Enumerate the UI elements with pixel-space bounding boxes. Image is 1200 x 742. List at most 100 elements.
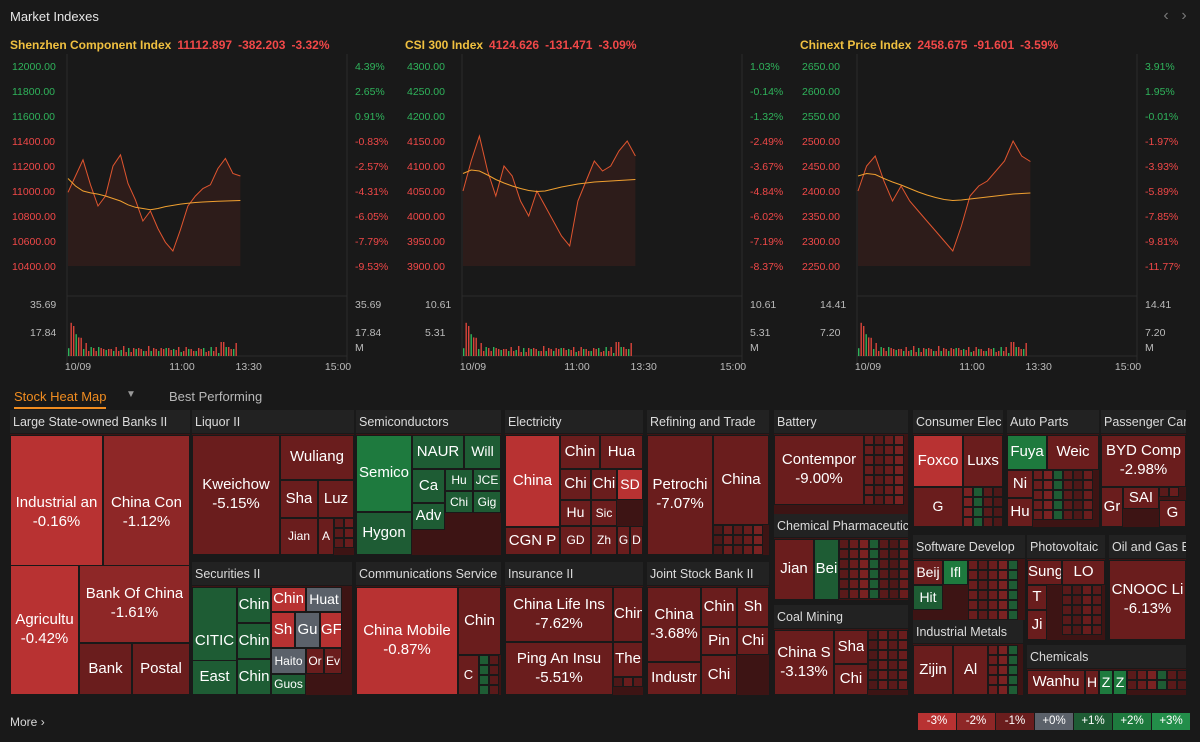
heatmap-mini-tile[interactable] <box>894 455 904 465</box>
heatmap-tile[interactable]: D <box>630 526 643 555</box>
heatmap-mini-tile[interactable] <box>973 517 983 527</box>
heatmap-mini-tile[interactable] <box>864 455 874 465</box>
heatmap-mini-tile[interactable] <box>878 680 888 690</box>
heatmap-mini-tile[interactable] <box>1008 675 1018 685</box>
heatmap-mini-tile[interactable] <box>864 445 874 455</box>
heatmap-mini-tile[interactable] <box>978 610 988 620</box>
heatmap-mini-tile[interactable] <box>899 569 909 579</box>
heatmap-mini-tile[interactable] <box>889 559 899 569</box>
heatmap-mini-tile[interactable] <box>988 645 998 655</box>
heatmap-sector[interactable]: Refining and Trade Petrochi -7.07% China <box>647 410 769 555</box>
heatmap-mini-tile[interactable] <box>1008 610 1018 620</box>
heatmap-tile[interactable]: Chin <box>271 587 306 612</box>
heatmap-mini-tile[interactable] <box>859 569 869 579</box>
heatmap-tile[interactable]: Haito <box>271 648 306 674</box>
heatmap-mini-tile[interactable] <box>899 539 909 549</box>
heatmap-mini-tile[interactable] <box>988 675 998 685</box>
heatmap-tile[interactable]: Hygon <box>356 512 412 555</box>
heatmap-mini-tile[interactable] <box>874 465 884 475</box>
heatmap-mini-tile[interactable] <box>978 590 988 600</box>
heatmap-mini-tile[interactable] <box>889 589 899 599</box>
heatmap-mini-tile[interactable] <box>1072 585 1082 595</box>
heatmap-tile[interactable]: Industr <box>647 662 701 695</box>
heatmap-mini-tile[interactable] <box>1063 470 1073 480</box>
heatmap-mini-tile[interactable] <box>723 545 733 555</box>
heatmap-mini-tile[interactable] <box>713 535 723 545</box>
heatmap-mini-tile[interactable] <box>968 570 978 580</box>
chevron-right-icon[interactable]: › <box>1181 7 1187 24</box>
heatmap-mini-tile[interactable] <box>859 559 869 569</box>
heatmap-mini-tile[interactable] <box>1137 670 1147 680</box>
heatmap-mini-tile[interactable] <box>1072 615 1082 625</box>
heatmap-mini-tile[interactable] <box>998 645 1008 655</box>
heatmap-tile[interactable]: CGN P <box>505 527 560 555</box>
heatmap-mini-tile[interactable] <box>479 685 489 695</box>
heatmap-mini-tile[interactable] <box>894 495 904 505</box>
heatmap-tile[interactable]: Ping An Insu -5.51% <box>505 642 613 695</box>
heatmap-mini-tile[interactable] <box>889 569 899 579</box>
heatmap-mini-tile[interactable] <box>1157 670 1167 680</box>
heatmap-mini-tile[interactable] <box>1062 585 1072 595</box>
heatmap-mini-tile[interactable] <box>983 517 993 527</box>
heatmap-mini-tile[interactable] <box>1033 490 1043 500</box>
heatmap-tile[interactable]: G <box>1159 500 1186 527</box>
heatmap-mini-tile[interactable] <box>733 525 743 535</box>
heatmap-mini-tile[interactable] <box>723 525 733 535</box>
heatmap-sector[interactable]: Electricity China Chin Hua Chi Chi SD Hu Sic CGN … <box>505 410 643 555</box>
heatmap-mini-tile[interactable] <box>839 579 849 589</box>
heatmap-mini-tile[interactable] <box>753 545 763 555</box>
heatmap-tile[interactable]: Beij <box>913 560 943 585</box>
heatmap-mini-tile[interactable] <box>1043 510 1053 520</box>
heatmap-mini-tile[interactable] <box>859 589 869 599</box>
heatmap-mini-tile[interactable] <box>1008 570 1018 580</box>
heatmap-mini-tile[interactable] <box>963 487 973 497</box>
more-link[interactable]: More › <box>10 715 45 729</box>
heatmap-mini-tile[interactable] <box>884 435 894 445</box>
tab-stock-heat-map[interactable]: Stock Heat Map <box>14 389 107 404</box>
heatmap-mini-tile[interactable] <box>1008 655 1018 665</box>
heatmap-mini-tile[interactable] <box>894 485 904 495</box>
heatmap-mini-tile[interactable] <box>963 517 973 527</box>
heatmap-mini-tile[interactable] <box>993 487 1003 497</box>
heatmap-mini-tile[interactable] <box>988 560 998 570</box>
heatmap-mini-tile[interactable] <box>1082 585 1092 595</box>
heatmap-mini-tile[interactable] <box>878 640 888 650</box>
heatmap-mini-tile[interactable] <box>1053 480 1063 490</box>
heatmap-tile[interactable]: The <box>613 642 643 677</box>
heatmap-tile[interactable]: China S -3.13% <box>774 630 834 695</box>
heatmap-tile[interactable]: Industrial an -0.16% <box>10 435 103 590</box>
heatmap-tile[interactable]: Chin <box>701 587 737 627</box>
heatmap-mini-tile[interactable] <box>849 559 859 569</box>
heatmap-tile[interactable]: Chin <box>458 587 501 655</box>
heatmap-mini-tile[interactable] <box>1083 470 1093 480</box>
heatmap-mini-tile[interactable] <box>1073 510 1083 520</box>
heatmap-tile[interactable]: Postal <box>132 643 190 695</box>
heatmap-tile[interactable]: Chin <box>237 623 271 659</box>
heatmap-mini-tile[interactable] <box>899 559 909 569</box>
heatmap-tile[interactable]: Ji <box>1027 610 1047 640</box>
heatmap-tile[interactable]: Gr <box>1101 487 1123 527</box>
heatmap-mini-tile[interactable] <box>884 485 894 495</box>
heatmap-mini-tile[interactable] <box>479 655 489 665</box>
heatmap-mini-tile[interactable] <box>344 538 354 548</box>
heatmap-mini-tile[interactable] <box>839 549 849 559</box>
heatmap-mini-tile[interactable] <box>879 579 889 589</box>
heatmap-mini-tile[interactable] <box>743 535 753 545</box>
heatmap-tile[interactable]: SAI <box>1123 487 1159 509</box>
heatmap-tile[interactable]: Petrochi -7.07% <box>647 435 713 555</box>
chevron-down-icon[interactable]: ▼ <box>126 389 136 400</box>
heatmap-mini-tile[interactable] <box>1159 487 1169 497</box>
heatmap-mini-tile[interactable] <box>868 650 878 660</box>
heatmap-mini-tile[interactable] <box>1092 615 1102 625</box>
tab-best-performing[interactable]: Best Performing <box>169 389 263 404</box>
heatmap-mini-tile[interactable] <box>859 549 869 559</box>
heatmap-mini-tile[interactable] <box>1092 605 1102 615</box>
heatmap-mini-tile[interactable] <box>489 675 499 685</box>
heatmap-tile[interactable]: China -3.68% <box>647 587 701 662</box>
heatmap-mini-tile[interactable] <box>713 545 723 555</box>
heatmap-mini-tile[interactable] <box>1092 595 1102 605</box>
heatmap-mini-tile[interactable] <box>839 589 849 599</box>
heatmap-tile[interactable]: Wanhu <box>1027 670 1085 695</box>
heatmap-mini-tile[interactable] <box>879 559 889 569</box>
heatmap-mini-tile[interactable] <box>864 465 874 475</box>
